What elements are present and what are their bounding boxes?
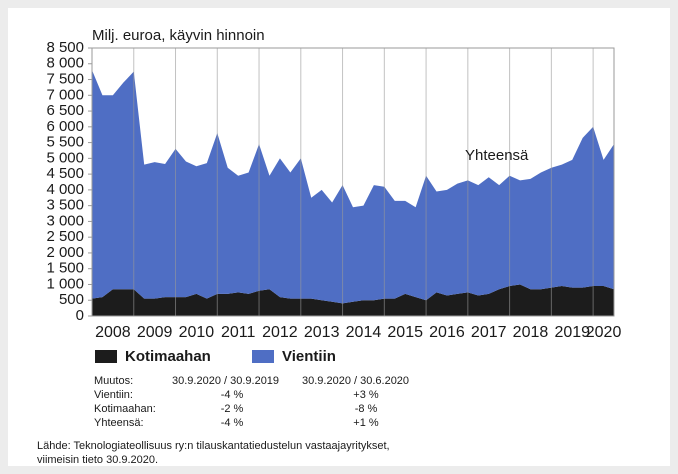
x-tick-label: 2015	[387, 324, 423, 341]
area	[92, 70, 614, 304]
table-header: 30.9.2020 / 30.9.2019	[172, 375, 279, 387]
table-cell: Vientiin:	[94, 389, 133, 401]
table-cell: Yhteensä:	[94, 417, 144, 429]
y-tick-label: 1 000	[46, 275, 84, 292]
y-tick-label: 6 500	[46, 102, 84, 119]
x-tick-label: 2009	[137, 324, 173, 341]
legend-label: Vientiin	[282, 348, 336, 365]
x-tick-label: 2018	[513, 324, 549, 341]
x-tick-label: 2014	[346, 324, 382, 341]
x-tick-label: 2011	[221, 324, 256, 341]
table-cell: -4 %	[221, 389, 244, 401]
plot-frame	[91, 47, 615, 317]
y-tick-label: 2 000	[46, 244, 84, 261]
table-cell: Kotimaahan:	[94, 403, 156, 415]
source: viimeisin tieto 30.9.2020.	[37, 454, 158, 466]
table-cell: -2 %	[221, 403, 244, 415]
table-header: Muutos:	[94, 375, 133, 387]
changes-table: Muutos: 30.9.2020 / 30.9.2019 30.9.2020 / …	[94, 375, 409, 429]
x-tick-label: 2016	[429, 324, 465, 341]
table-cell: -4 %	[221, 417, 244, 429]
x-tick-label: 2008	[95, 324, 131, 341]
y-tick-label: 4 500	[46, 165, 84, 182]
axis-label: Milj. euroa, käyvin hinnoin	[92, 27, 265, 44]
legend-label: Kotimaahan	[125, 348, 211, 365]
y-tick-label: 3 500	[46, 197, 84, 214]
y-tick-label: 8 000	[46, 55, 84, 72]
table-cell: +1 %	[353, 417, 379, 429]
area	[92, 284, 614, 316]
x-tick-label: 2013	[304, 324, 340, 341]
y-tick-label: 1 500	[46, 260, 84, 277]
x-tick-label: 2017	[471, 324, 507, 341]
y-tick-label: 6 000	[46, 118, 84, 135]
y-tick-label: 7 000	[46, 86, 84, 103]
y-tick-label: 0	[76, 307, 84, 324]
y-tick-label: 2 500	[46, 228, 84, 245]
x-tick-label: 2020	[586, 324, 622, 341]
table-cell: +3 %	[353, 389, 379, 401]
x-tick-label: 2010	[179, 324, 215, 341]
y-tick-label: 8 500	[46, 39, 84, 56]
source: Lähde: Teknologiateollisuus ry:n tilausk…	[37, 440, 390, 452]
y-tick-label: 500	[59, 291, 84, 308]
y-tick-label: 5 500	[46, 134, 84, 151]
x-tick-label: 2012	[262, 324, 298, 341]
annotation: Yhteensä	[465, 147, 529, 164]
legend-swatch	[95, 350, 117, 363]
x-tick-label: 2019	[554, 324, 590, 341]
y-tick-label: 5 000	[46, 149, 84, 166]
plot	[91, 47, 615, 317]
y-tick-label: 3 000	[46, 212, 84, 229]
y-tick-label: 7 500	[46, 70, 84, 87]
table-cell: -8 %	[355, 403, 378, 415]
legend-swatch	[252, 350, 274, 363]
table-header: 30.9.2020 / 30.6.2020	[302, 375, 409, 387]
y-tick-label: 4 000	[46, 181, 84, 198]
